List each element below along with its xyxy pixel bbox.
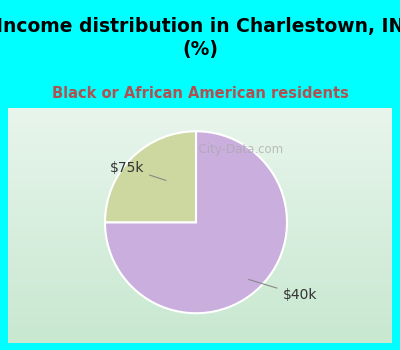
Text: $40k: $40k <box>249 280 317 302</box>
Text: City-Data.com: City-Data.com <box>191 143 283 156</box>
Text: Black or African American residents: Black or African American residents <box>52 86 348 101</box>
Text: Income distribution in Charlestown, IN
(%): Income distribution in Charlestown, IN (… <box>0 17 400 59</box>
Wedge shape <box>105 131 196 222</box>
Text: $75k: $75k <box>110 161 166 181</box>
Wedge shape <box>105 131 287 313</box>
